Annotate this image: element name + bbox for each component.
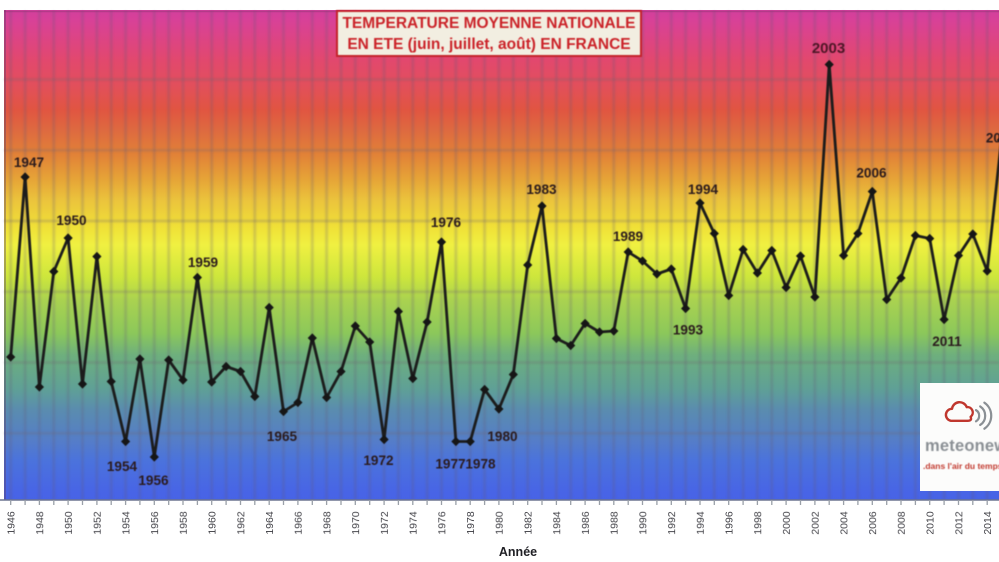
svg-text:1956: 1956 — [149, 511, 161, 535]
svg-text:1976: 1976 — [436, 511, 448, 535]
svg-text:1950: 1950 — [63, 511, 75, 535]
svg-text:1974: 1974 — [408, 511, 420, 535]
svg-text:1947: 1947 — [14, 155, 44, 170]
svg-text:1982: 1982 — [523, 511, 535, 535]
svg-text:2008: 2008 — [896, 511, 908, 535]
svg-text:1996: 1996 — [724, 511, 736, 535]
svg-text:1964: 1964 — [264, 511, 276, 535]
svg-text:2004: 2004 — [838, 511, 850, 535]
svg-text:1988: 1988 — [609, 511, 621, 535]
svg-text:1993: 1993 — [673, 322, 704, 337]
svg-text:1956: 1956 — [138, 473, 169, 488]
svg-text:1946: 1946 — [6, 511, 18, 535]
svg-text:1962: 1962 — [235, 511, 247, 535]
svg-text:1948: 1948 — [34, 511, 46, 535]
svg-text:2010: 2010 — [925, 511, 937, 535]
svg-text:1986: 1986 — [580, 511, 592, 535]
svg-text:1958: 1958 — [178, 511, 190, 535]
svg-text:1972: 1972 — [379, 511, 391, 535]
svg-text:1954: 1954 — [107, 459, 138, 474]
svg-text:1978: 1978 — [465, 456, 496, 471]
svg-text:2003: 2003 — [812, 40, 845, 57]
svg-text:1978: 1978 — [465, 511, 477, 535]
svg-text:1989: 1989 — [613, 229, 644, 244]
svg-text:1965: 1965 — [267, 429, 298, 444]
svg-text:1983: 1983 — [526, 182, 557, 197]
svg-text:2006: 2006 — [867, 511, 879, 535]
svg-text:1994: 1994 — [688, 182, 719, 197]
svg-text:1980: 1980 — [487, 429, 517, 444]
svg-text:1952: 1952 — [92, 511, 104, 535]
svg-text:2002: 2002 — [810, 511, 822, 535]
svg-text:2012: 2012 — [953, 511, 965, 535]
svg-text:Année: Année — [499, 545, 537, 559]
svg-text:1977: 1977 — [435, 456, 465, 471]
svg-text:1980: 1980 — [494, 511, 506, 535]
svg-text:1966: 1966 — [293, 511, 305, 535]
svg-text:1950: 1950 — [56, 213, 86, 228]
svg-text:1972: 1972 — [363, 453, 394, 468]
svg-text:1990: 1990 — [637, 511, 649, 535]
svg-text:1976: 1976 — [431, 215, 462, 230]
svg-text:1984: 1984 — [551, 511, 563, 535]
svg-text:1960: 1960 — [207, 511, 219, 535]
svg-text:1992: 1992 — [666, 511, 678, 535]
svg-text:1959: 1959 — [188, 255, 219, 270]
svg-text:2015: 2015 — [986, 130, 999, 145]
svg-text:1998: 1998 — [752, 511, 764, 535]
svg-text:2011: 2011 — [932, 334, 962, 349]
svg-text:1994: 1994 — [695, 511, 707, 535]
svg-text:2006: 2006 — [856, 165, 887, 180]
svg-text:1968: 1968 — [321, 511, 333, 535]
svg-text:2000: 2000 — [781, 511, 793, 535]
svg-text:1954: 1954 — [120, 511, 132, 535]
svg-text:2014: 2014 — [982, 511, 994, 535]
svg-text:1970: 1970 — [350, 511, 362, 535]
